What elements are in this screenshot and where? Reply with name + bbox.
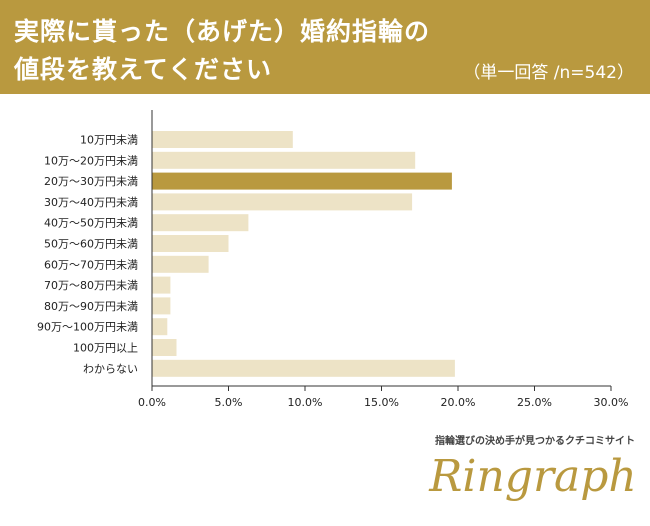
bar-chart: 10万円未満 10万～20万円未満 20万～30万円未満 30万～40万円未満 40万～… (37, 110, 629, 409)
category-label: 80万～90万円未満 (44, 300, 138, 313)
x-tick-label: 15.0% (364, 396, 399, 409)
category-label: 40万～50万円未満 (44, 217, 138, 230)
header-banner: 実際に貰った（あげた）婚約指輪の 値段を教えてください （単一回答 /n=542… (0, 0, 650, 94)
category-label: 20万～30万円未満 (44, 175, 138, 188)
x-tick-label: 10.0% (288, 396, 323, 409)
bar (152, 255, 209, 273)
bar (152, 235, 229, 252)
x-tick-label: 20.0% (441, 396, 476, 409)
title-line-2: 値段を教えてください (14, 55, 273, 84)
bar (152, 131, 293, 148)
category-label: 30万～40万円未満 (44, 196, 138, 209)
title-line-1: 実際に貰った（あげた）婚約指輪の (14, 17, 431, 46)
bar (152, 297, 171, 315)
bar (152, 276, 171, 294)
x-tick-label: 0.0% (138, 396, 166, 409)
brand-tagline: 指輪選びの決め手が見つかるクチコミサイト (435, 436, 635, 447)
category-label: 60万～70万円未満 (44, 258, 138, 271)
bar (152, 339, 177, 356)
bar (152, 214, 249, 232)
category-label: 10万円未満 (80, 134, 138, 147)
category-label: 50万～60万円未満 (44, 238, 138, 251)
subtitle: （単一回答 /n=542） (463, 63, 634, 83)
x-tick-label: 5.0% (215, 396, 243, 409)
x-tick-label: 30.0% (594, 396, 629, 409)
bar (152, 193, 413, 211)
x-tick-label: 25.0% (517, 396, 552, 409)
category-label: 70万～80万円未満 (44, 279, 138, 292)
category-label: 100万円以上 (73, 342, 138, 355)
bar (152, 318, 168, 336)
bar (152, 172, 452, 190)
bar (152, 151, 416, 169)
category-label: わからない (83, 362, 138, 375)
bar (152, 359, 455, 377)
category-label: 90万～100万円未満 (37, 321, 138, 334)
ringraph-logo: Ringraph (429, 451, 637, 502)
category-label: 10万～20万円未満 (44, 154, 138, 167)
